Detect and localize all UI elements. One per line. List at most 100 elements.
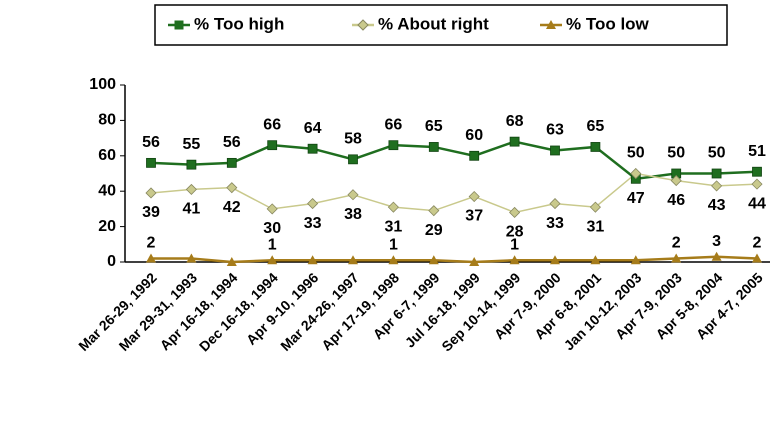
data-label: 28 <box>506 224 524 241</box>
data-point <box>671 253 682 263</box>
data-point <box>509 206 521 219</box>
y-tick-label: 100 <box>89 76 116 93</box>
data-label: 56 <box>142 134 160 151</box>
data-point <box>590 142 601 152</box>
data-label: 29 <box>425 222 443 239</box>
data-label: 37 <box>465 208 483 225</box>
data-label: 68 <box>506 113 524 130</box>
data-point <box>307 198 319 210</box>
data-point <box>630 167 642 180</box>
data-label: 47 <box>627 190 645 207</box>
data-point <box>266 203 278 215</box>
data-point <box>388 140 399 151</box>
data-label: 66 <box>385 116 403 133</box>
legend-marker <box>546 20 556 29</box>
data-label: 44 <box>748 195 766 212</box>
data-point <box>145 187 157 199</box>
data-label: 66 <box>263 116 281 133</box>
x-tick-label: Apr 9-10, 1996 <box>243 269 322 348</box>
data-label: 30 <box>263 220 281 237</box>
data-point <box>550 145 560 156</box>
data-point <box>468 190 480 203</box>
data-label: 3 <box>712 233 721 250</box>
data-label: 1 <box>268 236 277 253</box>
data-point <box>185 183 197 195</box>
data-point <box>226 257 237 266</box>
data-label: 46 <box>667 192 685 209</box>
data-label: 60 <box>465 127 483 144</box>
legend-label: % Too high <box>194 14 284 33</box>
data-label: 33 <box>304 215 322 232</box>
data-point <box>469 257 480 266</box>
data-label: 50 <box>708 145 726 162</box>
data-label: 2 <box>147 235 156 252</box>
data-point <box>469 150 480 161</box>
data-point <box>428 255 439 265</box>
data-point <box>711 168 722 179</box>
data-point <box>388 255 399 265</box>
data-point <box>428 205 440 217</box>
y-tick-label: 0 <box>107 253 116 270</box>
data-label: 51 <box>748 143 766 160</box>
y-tick-label: 60 <box>98 147 116 164</box>
series-line <box>150 172 758 214</box>
data-point <box>347 189 359 201</box>
data-point <box>509 136 520 147</box>
data-label: 2 <box>672 235 681 252</box>
data-point <box>550 255 560 265</box>
data-label: 2 <box>753 235 762 252</box>
data-point <box>752 253 762 263</box>
data-label: 43 <box>708 197 726 214</box>
data-label: 56 <box>223 134 241 151</box>
data-label: 1 <box>389 236 398 253</box>
data-point <box>711 251 722 261</box>
data-point <box>146 253 156 263</box>
data-point <box>590 255 601 265</box>
series-line <box>150 140 758 181</box>
data-point <box>267 140 278 151</box>
data-point <box>751 178 763 190</box>
legend-label: % About right <box>378 14 489 33</box>
data-point <box>348 255 358 265</box>
data-label: 31 <box>385 218 403 235</box>
data-point <box>428 142 439 152</box>
y-tick-label: 80 <box>98 112 116 129</box>
data-label: 31 <box>587 218 605 235</box>
data-point <box>267 255 278 265</box>
data-point <box>509 255 520 265</box>
data-label: 39 <box>142 204 160 221</box>
data-label: 58 <box>344 131 362 148</box>
data-point <box>186 253 197 263</box>
data-point <box>226 157 237 168</box>
data-point <box>711 180 723 192</box>
data-point <box>307 143 318 154</box>
data-point <box>307 255 318 265</box>
data-label: 65 <box>587 118 605 135</box>
data-label: 63 <box>546 122 564 139</box>
series-line <box>151 255 758 264</box>
data-label: 50 <box>627 145 645 162</box>
data-label: 38 <box>344 206 362 223</box>
data-label: 1 <box>510 236 519 253</box>
legend-marker <box>174 20 184 30</box>
data-point <box>670 175 682 187</box>
legend-label: % Too low <box>566 14 650 33</box>
data-label: 33 <box>546 215 564 232</box>
legend-box <box>154 4 728 46</box>
data-point <box>630 255 641 265</box>
data-label: 55 <box>183 136 201 153</box>
data-label: 42 <box>223 199 241 216</box>
legend-marker <box>357 19 369 31</box>
data-point <box>226 182 238 194</box>
data-label: 65 <box>425 118 443 135</box>
data-point <box>387 201 399 213</box>
data-label: 50 <box>667 145 685 162</box>
data-point <box>348 154 358 165</box>
y-tick-label: 40 <box>98 182 116 199</box>
data-point <box>146 157 156 168</box>
data-point <box>186 159 197 170</box>
data-point <box>589 201 601 213</box>
data-label: 64 <box>304 120 322 137</box>
y-tick-label: 20 <box>98 218 116 235</box>
